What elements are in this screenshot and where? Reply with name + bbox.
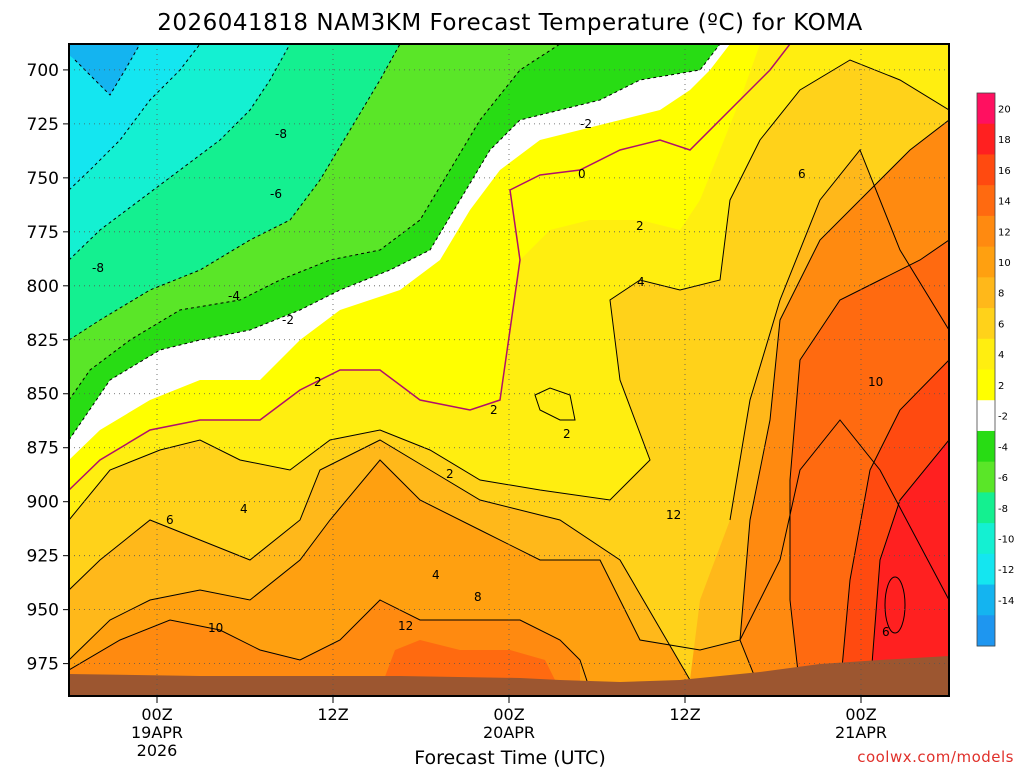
- contour-label: -8: [92, 261, 104, 275]
- chart-title: 2026041818 NAM3KM Forecast Temperature (…: [157, 10, 863, 36]
- colorbar-swatch: [977, 523, 995, 555]
- colorbar-swatch: [977, 246, 995, 278]
- y-axis: 700 725 750 775 800 825 850 875 900 925 950 975: [27, 61, 69, 675]
- contour-label: 10: [868, 375, 883, 389]
- y-tick-label: 950: [27, 601, 59, 621]
- contour-label: 6: [798, 167, 806, 181]
- colorbar-swatch: [977, 338, 995, 370]
- colorbar-swatch: [977, 185, 995, 217]
- contour-label: -2: [580, 117, 592, 131]
- contour-label: 8: [474, 590, 482, 604]
- x-tick-label: 00Z: [493, 705, 524, 724]
- colorbar-label: 4: [998, 350, 1004, 361]
- ground: [69, 656, 949, 696]
- contour-label: 12: [666, 508, 681, 522]
- contour-label: 6: [882, 625, 890, 639]
- colorbar-label: -2: [998, 412, 1008, 423]
- colorbar-swatch: [977, 277, 995, 309]
- contour-label: 6: [166, 513, 174, 527]
- band-18: [870, 440, 949, 690]
- colorbar-swatch: [977, 93, 995, 125]
- contour-label: -2: [282, 313, 294, 327]
- x-tick-label: 21APR: [835, 723, 887, 742]
- y-tick-label: 875: [27, 439, 59, 459]
- colorbar-swatch: [977, 215, 995, 248]
- colorbar-frame: [976, 92, 996, 647]
- x-axis-label: Forecast Time (UTC): [414, 747, 605, 768]
- colorbar-label: 8: [998, 289, 1004, 300]
- temperature-field: [69, 44, 949, 696]
- colorbar-label: 12: [998, 227, 1011, 238]
- colorbar-swatch: [977, 123, 995, 155]
- contour-label: 2: [563, 427, 571, 441]
- colorbar-swatch: [977, 584, 995, 616]
- colorbar-swatch: [977, 492, 995, 524]
- contour-label: 4: [240, 502, 248, 516]
- contour-label: 4: [432, 568, 440, 582]
- contour-label: 0: [578, 167, 586, 181]
- y-tick-label: 850: [27, 385, 59, 405]
- colorbar-swatch: [977, 400, 995, 432]
- colorbar-label: 2: [998, 381, 1004, 392]
- contour-label: 2: [636, 219, 644, 233]
- colorbar-label: 14: [998, 197, 1011, 208]
- y-tick-label: 725: [27, 115, 59, 135]
- x-tick-label: 12Z: [669, 705, 700, 724]
- x-tick-label: 12Z: [317, 705, 348, 724]
- colorbar-swatch: [977, 615, 995, 647]
- y-tick-label: 825: [27, 331, 59, 351]
- contour-label: -6: [270, 187, 282, 201]
- colorbar-label: -4: [998, 442, 1008, 453]
- colorbar-label: -14: [998, 596, 1014, 607]
- colorbar-label: 16: [998, 166, 1011, 177]
- colorbar-label: 18: [998, 135, 1011, 146]
- band-neg12: [69, 44, 140, 95]
- contour-label: 2: [314, 375, 322, 389]
- y-tick-label: 975: [27, 655, 59, 675]
- contour-label: -4: [228, 289, 240, 303]
- contour-label: 4: [637, 275, 645, 289]
- colorbar-label: 10: [998, 258, 1011, 269]
- colorbar-label: 20: [998, 104, 1011, 115]
- contour-label: 10: [208, 621, 223, 635]
- credit-text: coolwx.com/models: [857, 748, 1014, 766]
- colorbar-label: -12: [998, 565, 1014, 576]
- colorbar-swatch: [977, 308, 995, 340]
- colorbar: 20 18 16 14 12 10 8 6 4 2 -2 -4 -6 -8 -10 -12 -14: [976, 92, 1014, 647]
- x-tick-label: 00Z: [845, 705, 876, 724]
- contour-label: -8: [275, 127, 287, 141]
- y-tick-label: 775: [27, 223, 59, 243]
- x-tick-label: 2026: [137, 741, 178, 760]
- contour-label: 2: [490, 403, 498, 417]
- x-tick-label: 20APR: [483, 723, 535, 742]
- x-tick-label: 19APR: [131, 723, 183, 742]
- colorbar-swatch: [977, 154, 995, 186]
- y-tick-label: 925: [27, 547, 59, 567]
- contour-label: 12: [398, 619, 413, 633]
- y-tick-label: 800: [27, 277, 59, 297]
- x-tick-label: 00Z: [141, 705, 172, 724]
- contour-label-group: -8 -6 -8 -4 -2 -2 0 2 2 4 2 2 2 4 6 4 6 …: [92, 117, 890, 639]
- colorbar-swatch: [977, 430, 995, 463]
- grid-lines: [69, 44, 949, 696]
- contour-label: 2: [446, 467, 454, 481]
- colorbar-swatch: [977, 461, 995, 493]
- colorbar-swatch: [977, 553, 995, 586]
- colorbar-label: -10: [998, 534, 1014, 545]
- y-tick-label: 700: [27, 61, 59, 81]
- y-tick-label: 750: [27, 169, 59, 189]
- colorbar-swatch: [977, 369, 995, 401]
- colorbar-label: -8: [998, 504, 1008, 515]
- y-tick-label: 900: [27, 493, 59, 513]
- colorbar-label: -6: [998, 473, 1008, 484]
- colorbar-label: 6: [998, 319, 1004, 330]
